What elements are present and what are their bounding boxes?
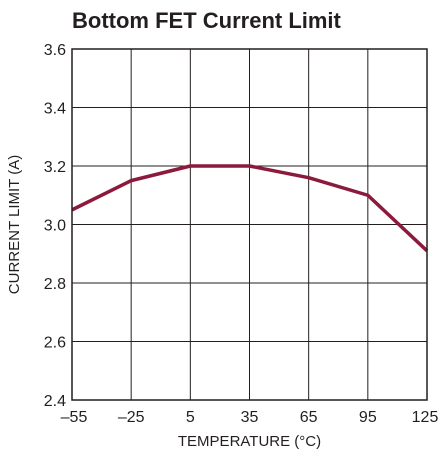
x-tick-label: –25 (118, 409, 145, 426)
y-tick-label: 3.2 (44, 159, 66, 176)
x-axis-label: TEMPERATURE (°C) (178, 433, 321, 450)
x-tick-label: –55 (61, 409, 88, 426)
x-tick-label: 95 (359, 409, 377, 426)
series-layer (71, 164, 429, 253)
y-tick-label: 2.4 (44, 393, 66, 410)
y-tick-label: 3.4 (44, 101, 66, 118)
y-axis-label: CURRENT LIMIT (A) (6, 155, 23, 294)
y-tick-label: 2.8 (44, 276, 66, 293)
x-tick-label: 125 (412, 409, 439, 426)
grid (72, 49, 427, 400)
chart-title: Bottom FET Current Limit (72, 8, 342, 33)
y-tick-label: 3.6 (44, 42, 66, 59)
plot-frame (71, 48, 428, 401)
y-tick-label: 3.0 (44, 218, 66, 235)
x-tick-label: 5 (186, 409, 195, 426)
x-tick-label: 65 (300, 409, 318, 426)
y-tick-labels: 2.4 2.6 2.8 3.0 3.2 3.4 3.6 (44, 42, 66, 410)
x-tick-label: 35 (241, 409, 259, 426)
series-line (71, 164, 429, 253)
y-tick-label: 2.6 (44, 335, 66, 352)
x-tick-labels: –55 –25 5 35 65 95 125 (61, 409, 439, 426)
